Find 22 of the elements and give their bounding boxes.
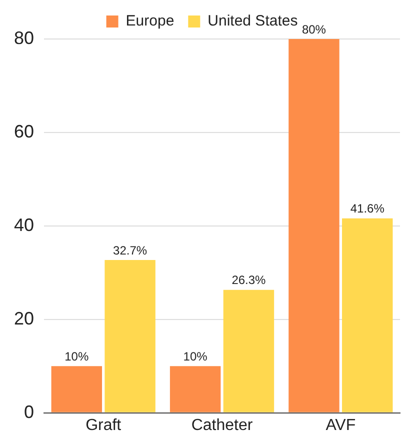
bar (342, 218, 393, 412)
x-tick-label: Catheter (191, 416, 254, 434)
y-tick-label: 20 (14, 308, 34, 328)
x-tick-label: Graft (86, 416, 122, 434)
y-tick-label: 60 (14, 121, 34, 142)
legend-label: Europe (126, 12, 174, 30)
legend-label: United States (208, 12, 298, 30)
data-label: 32.7% (113, 243, 148, 258)
x-tick-label: AVF (326, 416, 356, 434)
y-tick-label: 0 (24, 402, 34, 422)
data-label: 10% (183, 349, 208, 364)
bar (104, 260, 156, 412)
bar (170, 366, 221, 412)
bar (288, 39, 340, 412)
data-label: 10% (64, 349, 89, 364)
y-tick-label: 80 (14, 28, 34, 48)
data-label: 80% (302, 22, 326, 36)
data-label: 41.6% (350, 202, 385, 216)
bar (223, 290, 274, 412)
y-tick-label: 40 (14, 214, 34, 235)
data-label: 26.3% (232, 273, 266, 288)
bar (51, 366, 102, 412)
